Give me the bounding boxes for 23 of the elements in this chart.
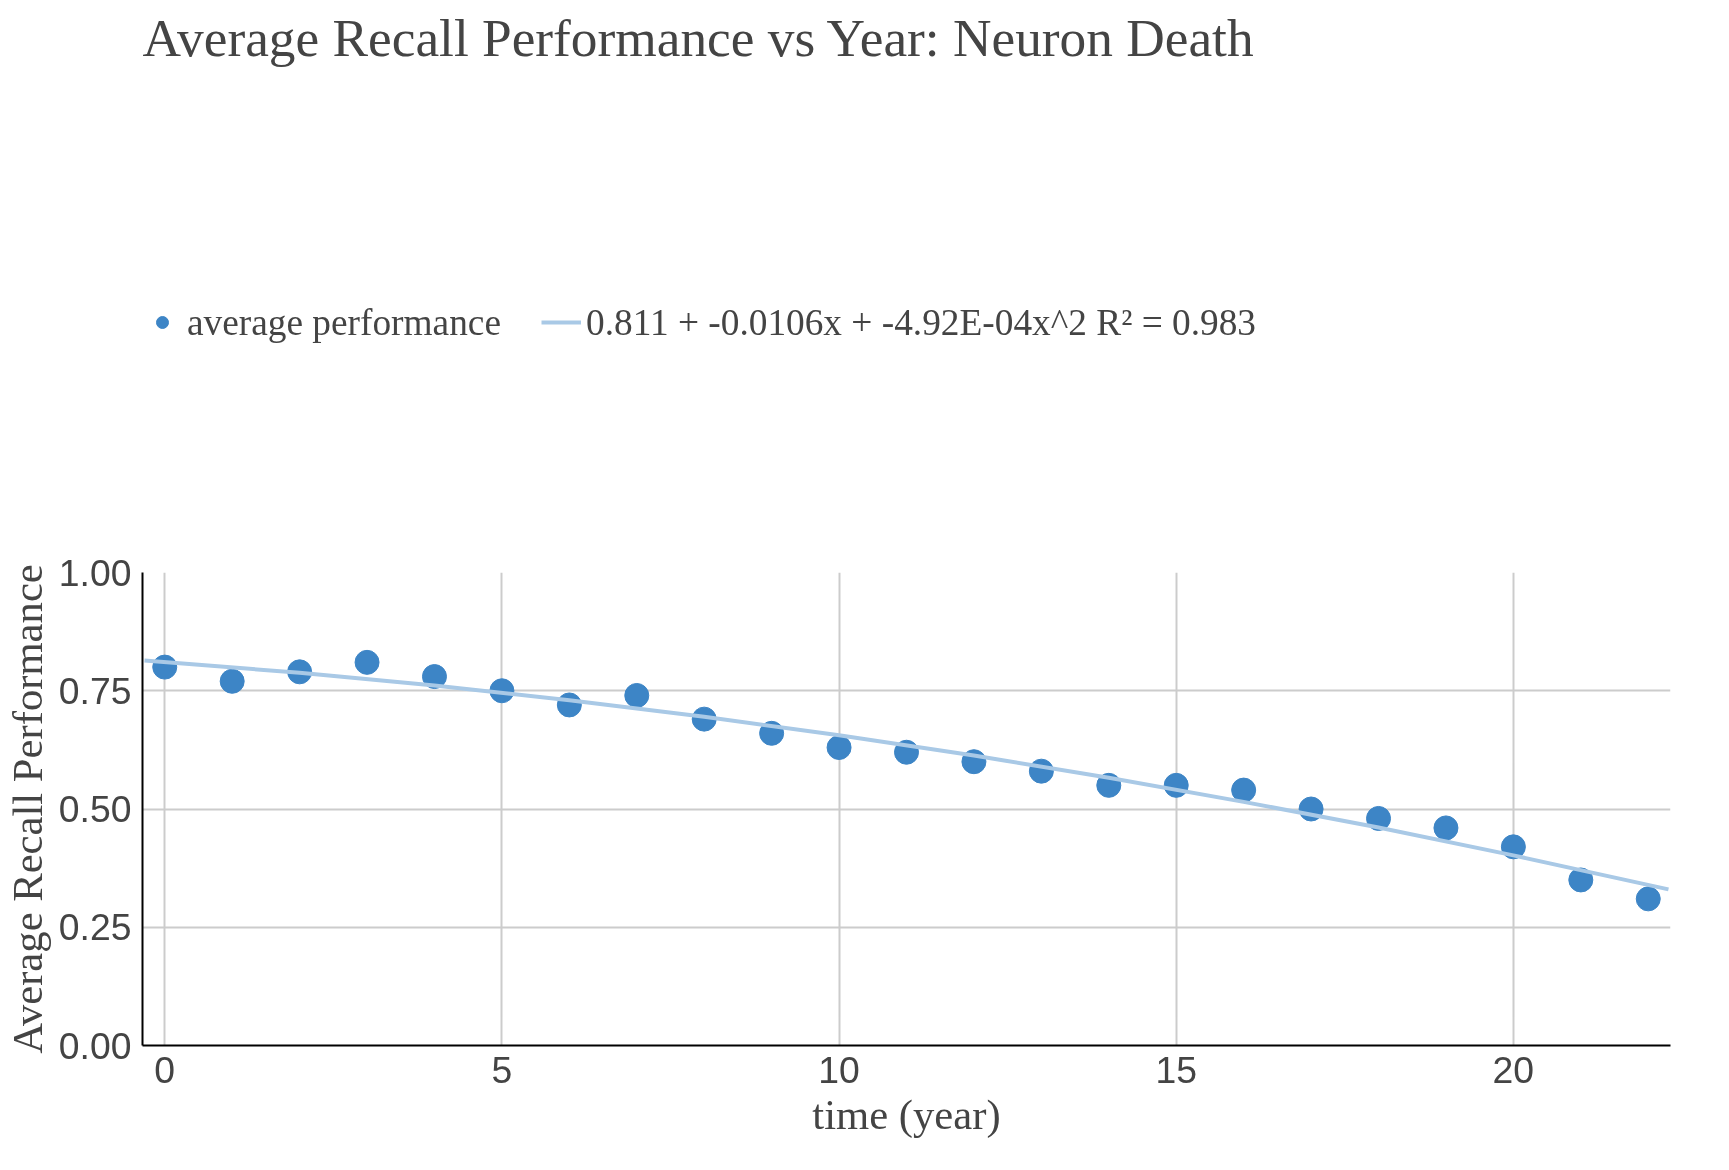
y-tick-label: 0.25 [58,906,132,949]
point [219,668,245,694]
x-axis-title: time (year) [812,1090,1001,1139]
point [624,683,650,708]
x-tick-label: 15 [1155,1048,1197,1091]
y-tick-label: 0.00 [58,1024,132,1067]
y-tick-label: 0.50 [58,788,132,830]
x-tick-label: 10 [818,1048,860,1091]
chart-title: Average Recall Performance vs Year: Neuron Death [142,7,1254,68]
line-series [142,658,1671,892]
y-tick-label: 1.00 [58,551,132,594]
legend-label: 0.811 + -0.0106x + -4.92E-04x^2 R² = 0.983 [585,300,1257,344]
point [826,735,852,760]
point [1433,815,1459,841]
point [1635,886,1661,912]
x-tick-label: 20 [1492,1048,1535,1091]
y-tick-label: 0.75 [58,669,132,712]
point [1231,777,1257,803]
x-tick-label: 5 [491,1048,513,1091]
legend-label: average performance [187,300,501,344]
y-axis-title: Average Recall Performance [3,564,51,1054]
point [354,649,380,675]
x-tick-label: 0 [154,1048,176,1091]
